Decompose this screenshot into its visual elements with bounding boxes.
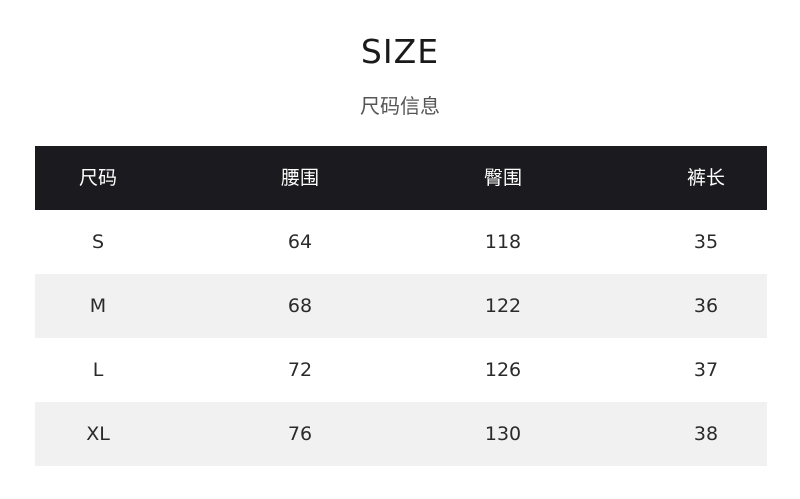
table-row: S 64 118 35 <box>35 210 767 274</box>
cell-hip: 126 <box>484 359 522 381</box>
table-row: L 72 126 37 <box>35 338 767 402</box>
table-row: XL 76 130 38 <box>35 402 767 466</box>
cell-size: M <box>89 295 107 317</box>
page-subtitle: 尺码信息 <box>360 94 440 118</box>
cell-length: 37 <box>693 359 719 381</box>
cell-waist: 68 <box>287 295 313 317</box>
cell-size: L <box>92 359 104 381</box>
header-waist: 腰围 <box>280 167 319 189</box>
cell-waist: 64 <box>287 231 313 253</box>
page-title: SIZE <box>360 32 440 71</box>
cell-length: 35 <box>693 231 719 253</box>
cell-length: 38 <box>693 423 719 445</box>
header-size: 尺码 <box>78 167 117 189</box>
cell-length: 36 <box>693 295 719 317</box>
header-hip: 臀围 <box>483 167 522 189</box>
table-header-row: 尺码 腰围 臀围 裤长 <box>35 146 767 210</box>
cell-waist: 72 <box>287 359 313 381</box>
cell-hip: 122 <box>484 295 522 317</box>
cell-size: XL <box>86 423 110 445</box>
cell-size: S <box>91 231 105 253</box>
cell-hip: 130 <box>484 423 522 445</box>
table-row: M 68 122 36 <box>35 274 767 338</box>
size-table: 尺码 腰围 臀围 裤长 S 64 118 35 M 68 122 36 L 72… <box>35 146 767 466</box>
cell-waist: 76 <box>287 423 313 445</box>
cell-hip: 118 <box>484 231 522 253</box>
header-length: 裤长 <box>686 167 725 189</box>
